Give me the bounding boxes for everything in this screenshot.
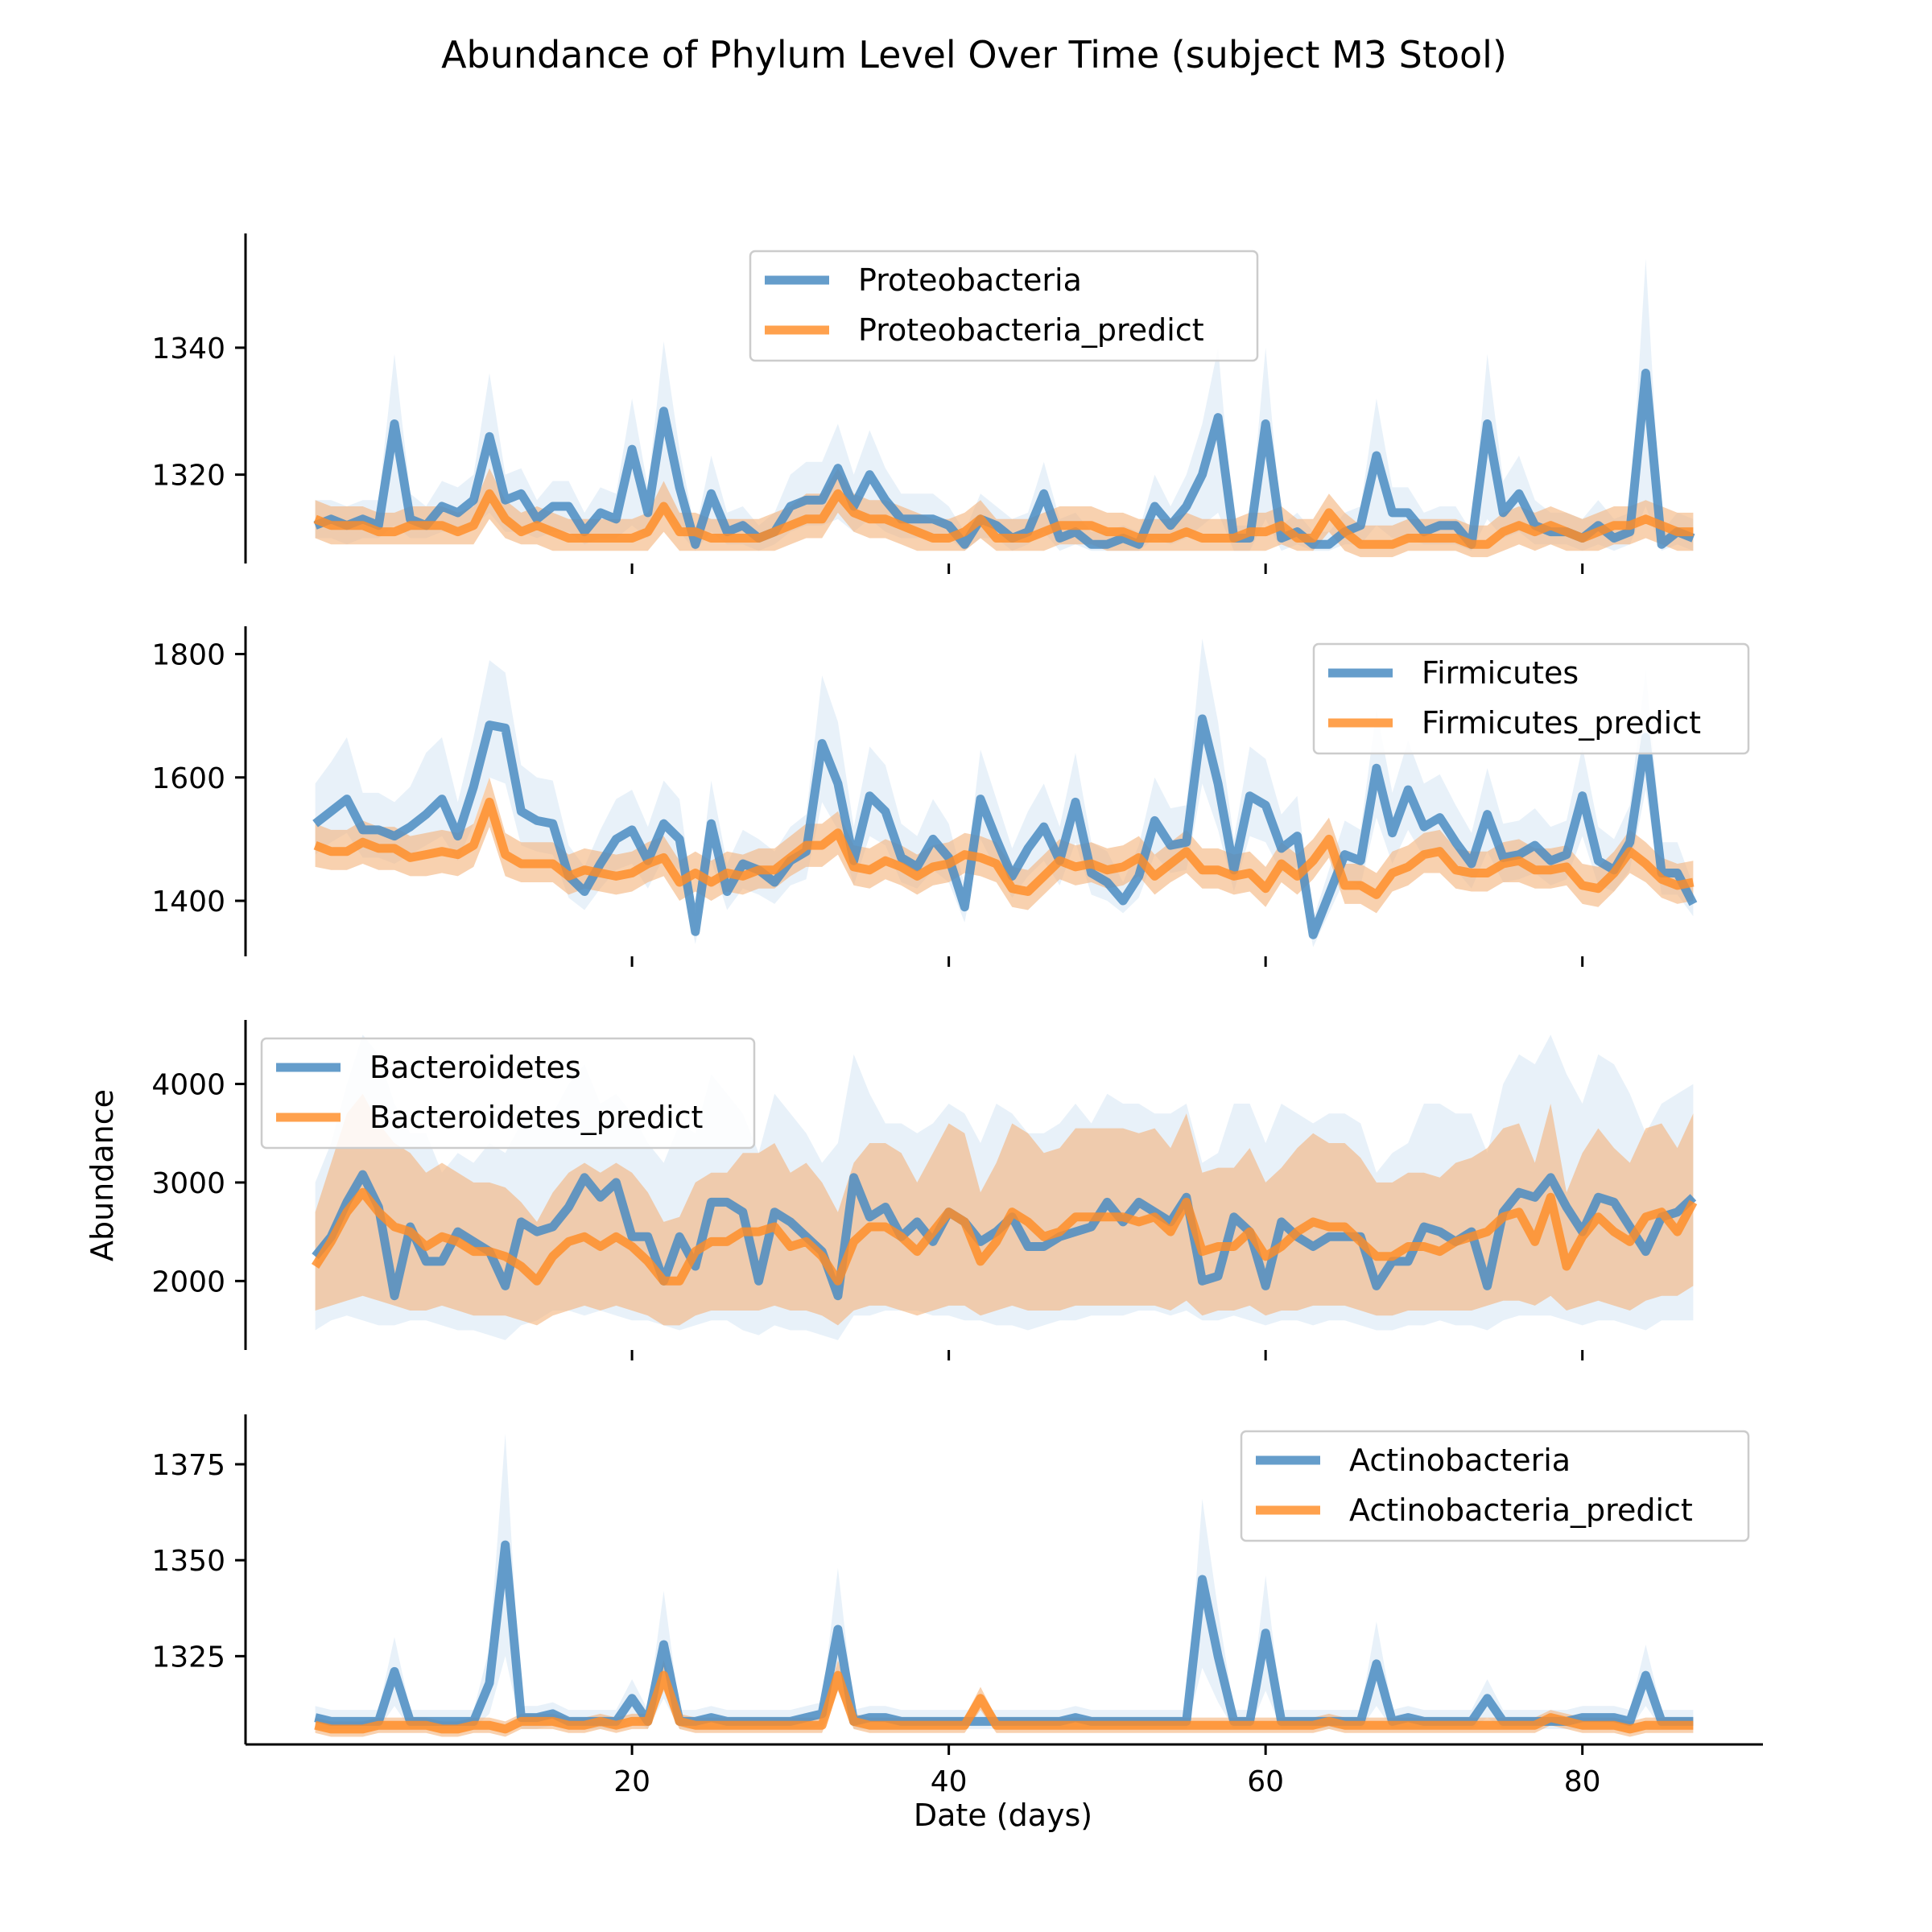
- legend: Proteobacteria Proteobacteria_predict: [749, 250, 1259, 362]
- series-line-proteobacteria-predict: [313, 489, 1694, 549]
- y-tick-label: 4000: [151, 1069, 225, 1102]
- y-tick-label: 1800: [151, 638, 225, 671]
- legend-entry: Bacteroidetes_predict: [369, 1100, 703, 1135]
- legend-box: [1240, 1430, 1750, 1542]
- y-tick-label: 1600: [151, 762, 225, 795]
- legend: Firmicutes Firmicutes_predict: [1312, 642, 1750, 755]
- y-tick-label: 1340: [151, 332, 225, 365]
- x-tick-label: 20: [613, 1765, 650, 1798]
- legend: Bacteroidetes Bacteroidetes_predict: [260, 1037, 756, 1150]
- y-tick-label: 1320: [151, 460, 225, 493]
- legend-entry: Proteobacteria: [858, 262, 1082, 298]
- legend-entry: Proteobacteria_predict: [858, 312, 1204, 348]
- legend-box: [1312, 642, 1750, 755]
- y-tick-label: 3000: [151, 1167, 225, 1200]
- y-axis-label: Abundance: [85, 1089, 120, 1261]
- series-line-actinobacteria-predict: [314, 1670, 1694, 1734]
- band-firmicutes-predict: [315, 777, 1694, 914]
- y-tick-label: 1325: [151, 1641, 225, 1674]
- legend-entry: Bacteroidetes: [369, 1050, 581, 1085]
- panel-firmicutes: 1400 1600 1800 Firmicutes Firmicutes_predict: [151, 626, 1750, 967]
- x-tick-label: 80: [1564, 1765, 1601, 1798]
- x-tick-label: 40: [931, 1765, 968, 1798]
- y-tick-label: 1350: [151, 1545, 225, 1578]
- series-line-bacteroidetes-predict: [311, 1187, 1698, 1286]
- panel-proteobacteria: 1320 1340 Proteobacteria Proteobacteria_pre…: [151, 233, 1695, 574]
- series-line-proteobacteria: [313, 369, 1695, 549]
- legend-box: [749, 250, 1259, 362]
- legend-entry: Firmicutes: [1422, 655, 1579, 691]
- series-line-actinobacteria: [314, 1540, 1694, 1726]
- legend-entry: Actinobacteria: [1349, 1443, 1571, 1478]
- legend: Actinobacteria Actinobacteria_predict: [1240, 1430, 1750, 1542]
- chart-title: Abundance of Phylum Level Over Time (sub…: [441, 33, 1507, 76]
- band-proteobacteria: [315, 258, 1694, 551]
- x-axis-label: Date (days): [914, 1798, 1092, 1833]
- series-line-firmicutes: [312, 714, 1698, 939]
- panel-bacteroidetes: 2000 3000 4000 Bacteroidetes Bacteroidetes_p…: [151, 1020, 1698, 1360]
- y-tick-label: 1375: [151, 1449, 225, 1482]
- legend-entry: Firmicutes_predict: [1422, 705, 1701, 741]
- panels: 1320 1340 Proteobacteria Proteobacteria_pre…: [151, 233, 1763, 1798]
- legend-box: [260, 1037, 756, 1150]
- y-tick-label: 2000: [151, 1265, 225, 1298]
- series-line-firmicutes-predict: [313, 797, 1695, 899]
- legend-entry: Actinobacteria_predict: [1349, 1492, 1693, 1528]
- y-tick-label: 1400: [151, 886, 225, 919]
- x-tick-label: 60: [1247, 1765, 1284, 1798]
